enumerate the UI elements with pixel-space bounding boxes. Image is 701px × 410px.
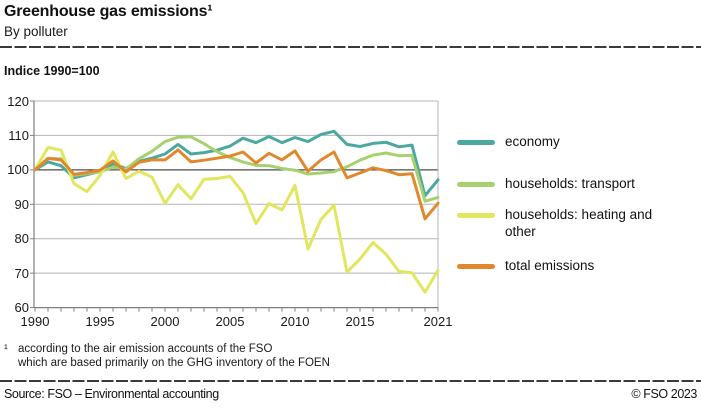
footer-bar: Source: FSO – Environmental accounting ©…	[4, 387, 697, 401]
footnote-marker: ¹	[4, 343, 8, 355]
legend-label: households: heating and other	[505, 207, 653, 239]
x-tick-label: 1995	[85, 314, 115, 329]
page-subtitle: By polluter	[4, 24, 68, 39]
x-tick-label: 2000	[150, 314, 180, 329]
header-divider	[0, 46, 701, 48]
legend-label: total emissions	[505, 258, 595, 273]
households-heating-line-swatch-icon	[457, 213, 495, 218]
x-tick-label: 2005	[215, 314, 245, 329]
legend-item-households-heating: households: heating and other	[457, 207, 665, 240]
legend-item-economy: economy	[457, 134, 560, 151]
series-line-economy	[33, 129, 440, 198]
total-emissions-line-swatch-icon	[457, 264, 495, 269]
footnote-line-1: ¹ according to the air emission accounts …	[4, 343, 273, 355]
page-title: Greenhouse gas emissions¹	[4, 3, 213, 20]
economy-line-swatch-icon	[457, 140, 495, 145]
series-line-total-emissions	[33, 148, 440, 221]
y-tick-label: 110	[8, 127, 29, 143]
footer-divider	[0, 380, 701, 382]
x-tick-label: 2015	[345, 314, 375, 329]
footnote: ¹ according to the air emission accounts …	[4, 342, 330, 370]
y-tick-label: 70	[14, 265, 29, 281]
y-tick-label: 100	[7, 162, 29, 178]
series-line-households-transport	[33, 135, 440, 203]
y-tick-label: 60	[14, 300, 29, 316]
y-tick-label: 80	[14, 231, 29, 247]
households-transport-line-swatch-icon	[457, 182, 495, 187]
legend-item-households-transport: households: transport	[457, 176, 635, 193]
line-chart	[30, 100, 440, 312]
legend-item-total-emissions: total emissions	[457, 258, 594, 275]
y-tick-label: 90	[14, 196, 29, 212]
x-tick-label: 2021	[423, 314, 453, 329]
footnote-line-2: which are based primarily on the GHG inv…	[18, 357, 330, 369]
x-tick-label: 2010	[280, 314, 310, 329]
axis-unit-label: Indice 1990=100	[4, 64, 100, 78]
legend-label: households: transport	[505, 176, 635, 191]
series-line-households-heating-and-other	[33, 146, 440, 294]
y-tick-label: 120	[7, 93, 29, 109]
source-text: Source: FSO – Environmental accounting	[4, 387, 219, 401]
legend-label: economy	[505, 134, 560, 149]
x-tick-label: 1990	[20, 314, 50, 329]
copyright-text: © FSO 2023	[631, 387, 697, 401]
